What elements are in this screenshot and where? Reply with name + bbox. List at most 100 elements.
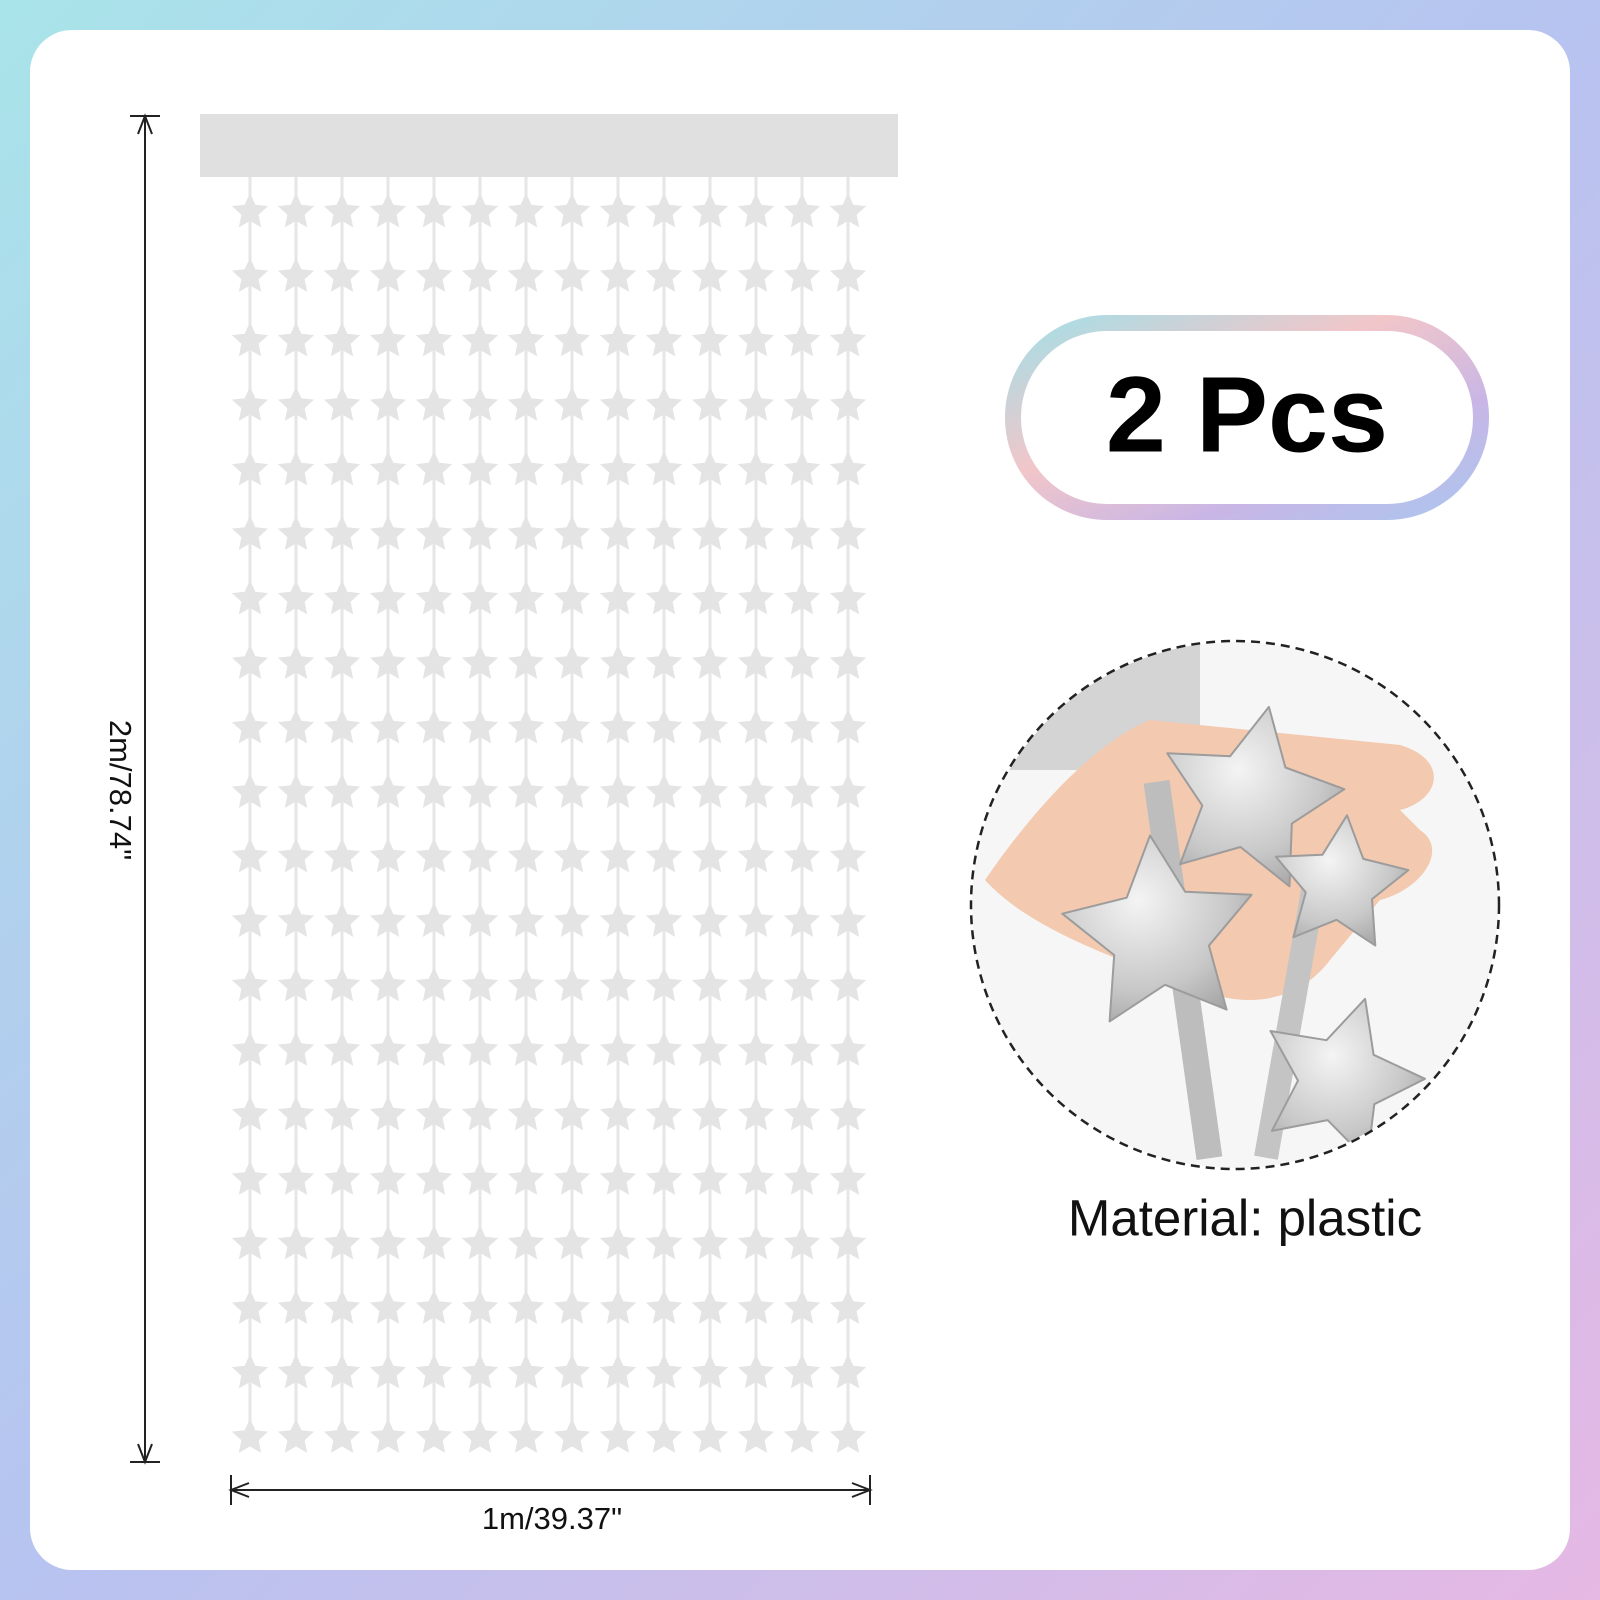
star [277,1225,315,1260]
star [277,709,315,744]
star [231,709,269,744]
star [415,838,453,873]
detail-photo [972,642,1498,1168]
star [231,644,269,679]
star [645,1289,683,1324]
star [415,515,453,550]
star [737,257,775,292]
star [231,257,269,292]
star [323,580,361,615]
star [645,773,683,808]
star [599,1160,637,1195]
star [323,967,361,1002]
foil-strip [1254,860,1330,1160]
star [415,257,453,292]
height-dimension [130,113,160,1465]
star [599,773,637,808]
star [783,1031,821,1066]
star [507,1031,545,1066]
star [461,257,499,292]
star [829,1354,867,1389]
star [737,1031,775,1066]
star [599,1096,637,1131]
star [691,773,729,808]
star [829,1289,867,1324]
star [231,580,269,615]
star [829,515,867,550]
star [737,644,775,679]
star [461,1289,499,1324]
star [415,1354,453,1389]
star [783,1289,821,1324]
star [507,257,545,292]
star [737,1418,775,1453]
star [645,1225,683,1260]
star [553,515,591,550]
star [599,193,637,228]
star [369,193,407,228]
star [691,1096,729,1131]
star [553,1354,591,1389]
star [461,967,499,1002]
star [599,1225,637,1260]
star [415,1418,453,1453]
star [599,644,637,679]
star [553,773,591,808]
star [323,451,361,486]
star [277,1031,315,1066]
star [369,1418,407,1453]
star [507,322,545,357]
star [231,322,269,357]
star [231,1031,269,1066]
star [829,451,867,486]
star [599,1354,637,1389]
star [553,386,591,421]
star [691,1225,729,1260]
star [645,1031,683,1066]
star [231,1418,269,1453]
star [277,1160,315,1195]
star [645,580,683,615]
star [691,1418,729,1453]
star [553,1225,591,1260]
star [553,580,591,615]
arrow-head [851,1482,873,1498]
star [691,322,729,357]
star [507,580,545,615]
star [737,1289,775,1324]
star [231,386,269,421]
height-label: 2m/78.74" [103,720,138,860]
star [783,580,821,615]
star [369,1289,407,1324]
arrow-head [228,1482,250,1498]
star [645,193,683,228]
star [323,515,361,550]
star [553,257,591,292]
star [277,1096,315,1131]
star [415,580,453,615]
star [691,257,729,292]
star [507,902,545,937]
star [277,967,315,1002]
star [737,902,775,937]
star [277,193,315,228]
star [645,1160,683,1195]
star [507,1160,545,1195]
star [415,322,453,357]
star [369,1225,407,1260]
star [829,257,867,292]
star [277,386,315,421]
star [231,1096,269,1131]
star [277,1289,315,1324]
star [645,644,683,679]
star [231,773,269,808]
star [645,1418,683,1453]
star [645,322,683,357]
star [691,838,729,873]
star [369,1160,407,1195]
star [369,580,407,615]
star [553,902,591,937]
foil-star [1061,834,1253,1023]
star [277,515,315,550]
star [829,1160,867,1195]
